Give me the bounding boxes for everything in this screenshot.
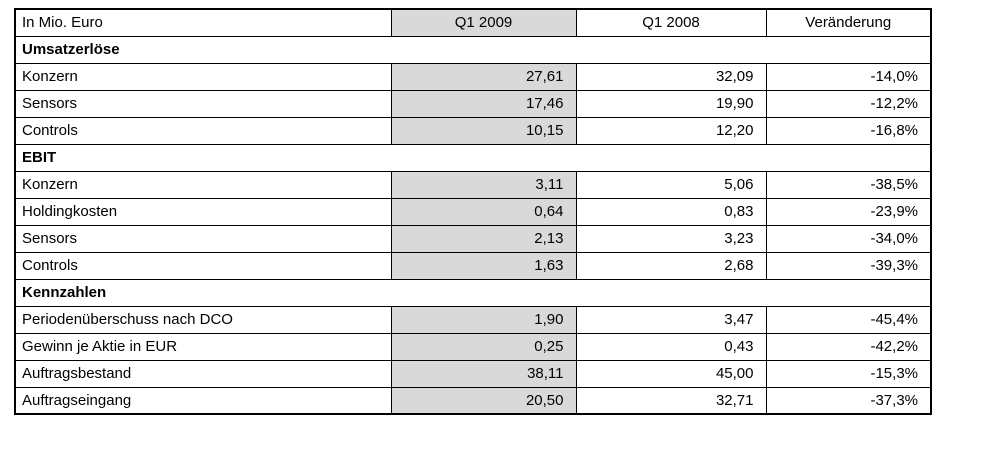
value-change: -45,4% <box>765 305 932 334</box>
table-row: Auftragseingang 20,50 32,71 -37,3% <box>14 386 932 415</box>
value-change: -39,3% <box>765 251 932 280</box>
value-change: -34,0% <box>765 224 932 253</box>
column-header-metric: In Mio. Euro <box>14 8 392 37</box>
table-row: Gewinn je Aktie in EUR 0,25 0,43 -42,2% <box>14 332 932 361</box>
value-change: -23,9% <box>765 197 932 226</box>
header-row: In Mio. Euro Q1 2009 Q1 2008 Veränderung <box>14 8 932 37</box>
value-q1-2008: 2,68 <box>575 251 767 280</box>
row-label: Sensors <box>14 89 392 118</box>
table-row: Auftragsbestand 38,11 45,00 -15,3% <box>14 359 932 388</box>
row-label: Controls <box>14 251 392 280</box>
value-q1-2009: 17,46 <box>390 89 577 118</box>
section-title: EBIT <box>14 143 932 172</box>
table-row: Controls 1,63 2,68 -39,3% <box>14 251 932 280</box>
value-q1-2008: 32,09 <box>575 62 767 91</box>
table-row: Controls 10,15 12,20 -16,8% <box>14 116 932 145</box>
row-label: Controls <box>14 116 392 145</box>
value-q1-2008: 19,90 <box>575 89 767 118</box>
value-change: -38,5% <box>765 170 932 199</box>
value-q1-2009: 27,61 <box>390 62 577 91</box>
value-q1-2008: 5,06 <box>575 170 767 199</box>
section-row-umsatzerloese: Umsatzerlöse <box>14 35 932 64</box>
value-change: -16,8% <box>765 116 932 145</box>
value-q1-2009: 38,11 <box>390 359 577 388</box>
value-q1-2008: 12,20 <box>575 116 767 145</box>
value-change: -37,3% <box>765 386 932 415</box>
row-label: Periodenüberschuss nach DCO <box>14 305 392 334</box>
row-label: Holdingkosten <box>14 197 392 226</box>
value-q1-2008: 0,83 <box>575 197 767 226</box>
table-row: Sensors 17,46 19,90 -12,2% <box>14 89 932 118</box>
table-row: Holdingkosten 0,64 0,83 -23,9% <box>14 197 932 226</box>
column-header-veraenderung: Veränderung <box>765 8 932 37</box>
value-q1-2009: 1,63 <box>390 251 577 280</box>
value-q1-2008: 3,23 <box>575 224 767 253</box>
table-row: Konzern 3,11 5,06 -38,5% <box>14 170 932 199</box>
row-label: Gewinn je Aktie in EUR <box>14 332 392 361</box>
section-row-ebit: EBIT <box>14 143 932 172</box>
value-change: -42,2% <box>765 332 932 361</box>
section-title: Kennzahlen <box>14 278 932 307</box>
value-q1-2008: 45,00 <box>575 359 767 388</box>
value-change: -15,3% <box>765 359 932 388</box>
table-row: Sensors 2,13 3,23 -34,0% <box>14 224 932 253</box>
value-q1-2009: 0,25 <box>390 332 577 361</box>
value-q1-2009: 3,11 <box>390 170 577 199</box>
value-q1-2009: 20,50 <box>390 386 577 415</box>
value-q1-2009: 0,64 <box>390 197 577 226</box>
value-q1-2009: 2,13 <box>390 224 577 253</box>
value-q1-2008: 3,47 <box>575 305 767 334</box>
table-row: Konzern 27,61 32,09 -14,0% <box>14 62 932 91</box>
row-label: Auftragseingang <box>14 386 392 415</box>
row-label: Auftragsbestand <box>14 359 392 388</box>
value-q1-2008: 0,43 <box>575 332 767 361</box>
value-q1-2009: 1,90 <box>390 305 577 334</box>
value-q1-2009: 10,15 <box>390 116 577 145</box>
row-label: Konzern <box>14 170 392 199</box>
value-change: -12,2% <box>765 89 932 118</box>
table-row: Periodenüberschuss nach DCO 1,90 3,47 -4… <box>14 305 932 334</box>
column-header-q1-2008: Q1 2008 <box>575 8 767 37</box>
row-label: Konzern <box>14 62 392 91</box>
financial-table: In Mio. Euro Q1 2009 Q1 2008 Veränderung… <box>14 8 932 415</box>
value-q1-2008: 32,71 <box>575 386 767 415</box>
section-row-kennzahlen: Kennzahlen <box>14 278 932 307</box>
section-title: Umsatzerlöse <box>14 35 932 64</box>
row-label: Sensors <box>14 224 392 253</box>
column-header-q1-2009: Q1 2009 <box>390 8 577 37</box>
value-change: -14,0% <box>765 62 932 91</box>
